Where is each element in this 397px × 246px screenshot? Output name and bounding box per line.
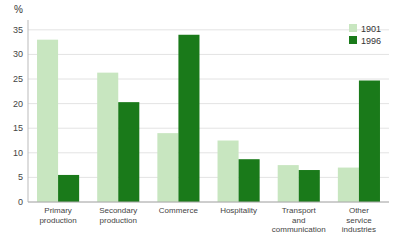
bar [58,175,79,202]
x-tick-label-line: Commerce [159,206,199,215]
grid-line [28,128,389,129]
grid-line [28,79,389,80]
x-tick-label: Secondaryproduction [99,206,137,225]
grid-line [28,152,389,153]
bars [37,35,380,202]
y-tick-label: 20 [13,99,23,109]
bar [178,35,199,202]
x-tick-label: Transportandcommunication [272,206,326,234]
x-tick-label-line: Hospitality [220,206,257,215]
y-tick-label: 25 [13,74,23,84]
grid-line [28,29,389,30]
grid-line [28,54,389,55]
grid-line [28,103,389,104]
bar [157,133,178,202]
x-tick-label: Commerce [159,206,199,215]
y-tick-label: 30 [13,49,23,59]
bar [37,40,58,202]
x-tick-label-line: Primary [44,206,72,215]
x-tick-label-line: Other [349,206,369,215]
bar [97,73,118,202]
legend-swatch [349,24,357,32]
grid-line [28,177,389,178]
bar [359,81,380,202]
x-tick-label: Primaryproduction [39,206,76,225]
chart: 05101520253035PrimaryproductionSecondary… [0,0,397,246]
x-tick-label: Hospitality [220,206,257,215]
x-axis-line [28,202,389,203]
bar [299,170,320,202]
grid [28,30,389,202]
bar [118,102,139,202]
y-tick-label: 0 [18,197,23,207]
grid-line [28,202,389,203]
y-tick-label: 5 [18,172,23,182]
x-tick-label-line: and [292,216,305,225]
y-tick-label: 15 [13,123,23,133]
x-tick-label-line: industries [342,225,376,234]
y-tick-label: 35 [13,25,23,35]
legend-label: 1996 [361,36,381,46]
x-tick-label-line: Transport [282,206,317,215]
x-tick-label-line: Secondary [99,206,137,215]
bar [218,141,239,202]
y-axis-line [28,20,29,202]
bar [278,165,299,202]
y-tick-label: 10 [13,148,23,158]
x-tick-label-line: service [346,216,372,225]
bar [239,159,260,202]
legend-swatch [349,36,357,44]
x-tick-label-line: communication [272,225,326,234]
bar [338,168,359,202]
legend-label: 1901 [361,24,381,34]
x-tick-label: Otherserviceindustries [342,206,376,234]
x-tick-label-line: production [39,216,76,225]
x-tick-label-line: production [100,216,137,225]
legend: 1901 1996 [349,24,381,46]
y-axis-label: % [14,4,23,15]
